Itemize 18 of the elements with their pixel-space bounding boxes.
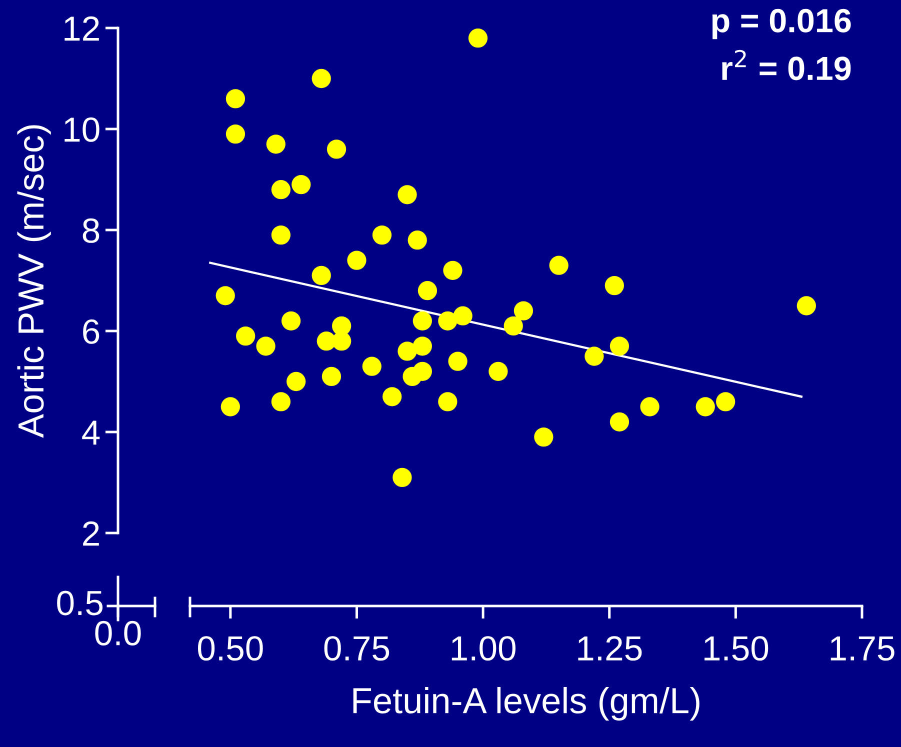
- annotation: p = 0.016: [712, 8, 851, 40]
- text: 0.0: [95, 620, 141, 646]
- x-tick-label: 1.00: [452, 636, 516, 661]
- y-tick-label: 8: [82, 218, 100, 243]
- y-tick-label: 10: [64, 117, 100, 142]
- y-axis-title: Aortic PWV (m/sec): [17, 125, 51, 438]
- x-tick-label: 0.50: [198, 636, 263, 661]
- y-tick-label: 6: [83, 319, 100, 344]
- x-tick-label: 1.25: [578, 636, 642, 661]
- y-tick-label: 12: [64, 16, 99, 41]
- x-tick-label: 1.75: [830, 636, 894, 661]
- x-axis-title: Fetuin-A levels (gm/L): [353, 686, 700, 721]
- y-tick-label: 2: [83, 521, 99, 546]
- text: 0.5: [57, 590, 103, 616]
- annotation: r$^{2}$ = 0.19: [722, 50, 851, 80]
- y-tick-label: 4: [82, 420, 100, 445]
- x-tick-label: 1.50: [704, 636, 768, 661]
- x-tick-label: 0.75: [324, 636, 390, 661]
